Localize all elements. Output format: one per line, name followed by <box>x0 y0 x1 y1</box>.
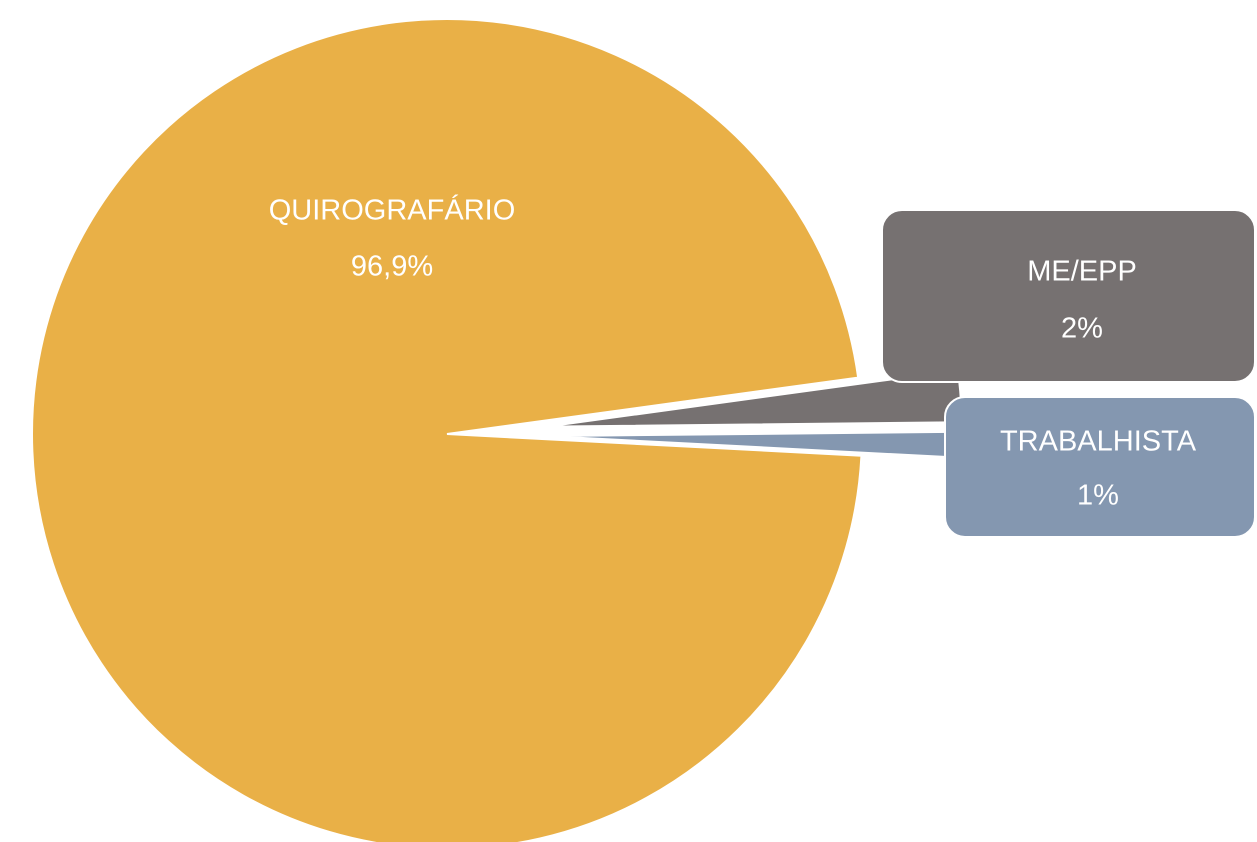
slice-value-label: 96,9% <box>351 251 433 283</box>
label-box <box>944 396 1256 538</box>
slice-category-label: ME/EPP <box>1027 256 1137 288</box>
slice-value-label: 1% <box>1077 480 1119 512</box>
slice-value-label: 2% <box>1061 313 1103 345</box>
pie-slice <box>31 17 863 842</box>
slice-category-label: TRABALHISTA <box>1000 426 1197 458</box>
slice-category-label: QUIROGRAFÁRIO <box>269 194 516 227</box>
label-box <box>881 209 1256 383</box>
